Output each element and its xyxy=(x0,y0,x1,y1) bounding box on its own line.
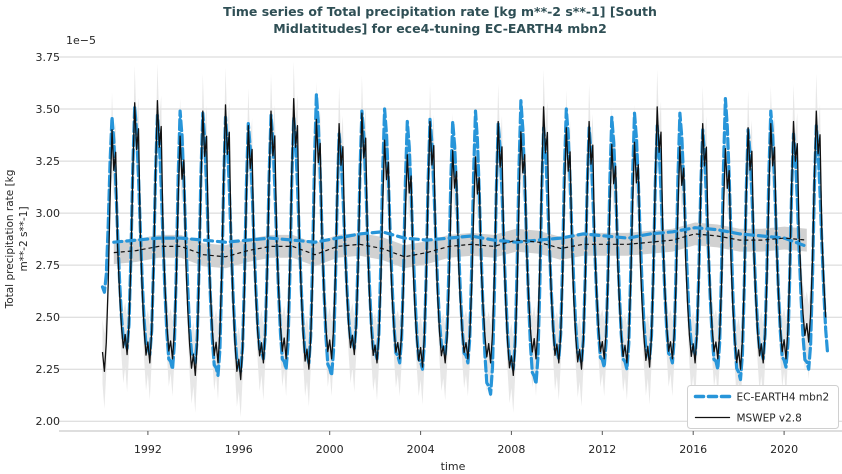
y-axis-label-line1: Total precipitation rate [kg xyxy=(4,170,16,310)
x-tick-label: 2004 xyxy=(407,443,435,456)
y-tick-label: 2.25 xyxy=(36,363,61,376)
y-tick-label: 2.50 xyxy=(36,311,61,324)
x-tick-label: 2020 xyxy=(770,443,798,456)
y-tick-label: 3.50 xyxy=(36,103,61,116)
series-layer xyxy=(100,92,830,396)
y-axis-offset-text: 1e−5 xyxy=(66,34,96,47)
x-tick-label: 1992 xyxy=(134,443,162,456)
mswep-running-mean-line xyxy=(113,233,807,258)
mean-uncertainty-band xyxy=(113,222,807,269)
x-tick-label: 2016 xyxy=(679,443,707,456)
y-tick-label: 2.75 xyxy=(36,259,61,272)
legend: EC-EARTH4 mbn2 MSWEP v2.8 xyxy=(687,385,839,429)
y-tick-label: 2.00 xyxy=(36,415,61,428)
legend-item-label: EC-EARTH4 mbn2 xyxy=(737,392,830,404)
chart-title-line1: Time series of Total precipitation rate … xyxy=(223,4,657,19)
x-tick-label: 2012 xyxy=(588,443,616,456)
chart-title-line2: Midlatitudes] for ece4-tuning EC-EARTH4 … xyxy=(273,21,607,36)
y-axis-label-line2: m**-2 s**-1] xyxy=(18,206,30,271)
ec-earth4-running-mean-line xyxy=(112,226,809,248)
y-tick-label: 3.00 xyxy=(36,207,61,220)
legend-item-label: MSWEP v2.8 xyxy=(737,413,802,425)
mswep-monthly-line xyxy=(101,97,827,381)
y-tick-label: 3.75 xyxy=(36,51,61,64)
x-tick-label: 2008 xyxy=(497,443,525,456)
x-axis-label: time xyxy=(441,460,466,473)
axes-layer: 1992 1996 2000 2004 2008 2012 2016 2020 xyxy=(59,430,842,456)
x-tick-label: 1996 xyxy=(225,443,253,456)
y-tick-label: 3.25 xyxy=(36,155,61,168)
x-tick-label: 2000 xyxy=(316,443,344,456)
